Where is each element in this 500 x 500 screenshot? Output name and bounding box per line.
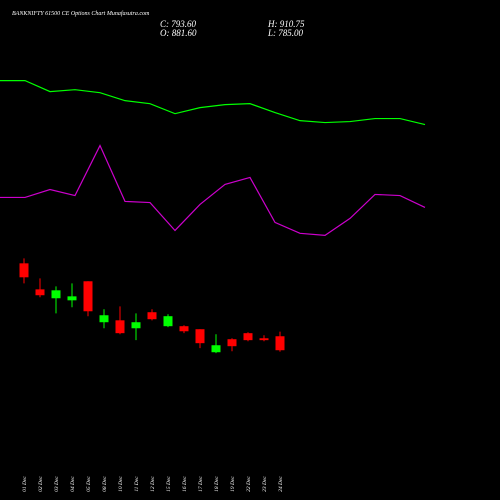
- open-info: O: 881.60: [160, 28, 197, 38]
- x-tick-label: 15 Dec: [166, 476, 172, 492]
- candle-body: [227, 339, 237, 347]
- low-info: L: 785.00: [267, 28, 304, 38]
- candle-body: [19, 263, 29, 278]
- x-tick-label: 01 Dec: [22, 476, 28, 492]
- candle-body: [243, 333, 253, 341]
- candle-body: [147, 312, 157, 320]
- candle-body: [275, 336, 285, 351]
- close-info: C: 793.60: [160, 19, 197, 29]
- candle-body: [35, 289, 45, 296]
- x-tick-label: 23 Dec: [262, 476, 268, 492]
- candle-body: [115, 320, 125, 334]
- candle-body: [67, 296, 77, 301]
- x-tick-label: 17 Dec: [198, 476, 204, 492]
- chart-title: BANKNIFTY 61500 CE Options Chart Munafas…: [12, 10, 150, 17]
- x-tick-label: 08 Dec: [102, 476, 108, 492]
- candle-body: [99, 315, 109, 323]
- candle-body: [195, 329, 205, 344]
- x-tick-label: 12 Dec: [150, 476, 156, 492]
- high-info: H: 910.75: [267, 19, 305, 29]
- candle-body: [131, 322, 141, 329]
- x-tick-label: 19 Dec: [230, 476, 236, 492]
- candle-body: [259, 338, 269, 341]
- x-tick-label: 04 Dec: [69, 476, 76, 492]
- candle-body: [83, 281, 93, 312]
- candle-body: [163, 316, 173, 327]
- indicator-line: [0, 144, 426, 237]
- candle-body: [179, 326, 189, 332]
- candle-body: [211, 345, 221, 353]
- x-tick-label: 11 Dec: [134, 476, 140, 492]
- x-tick-label: 02 Dec: [38, 476, 44, 492]
- x-tick-label: 16 Dec: [182, 476, 188, 492]
- x-tick-label: 05 Dec: [86, 476, 92, 492]
- x-tick-label: 22 Dec: [246, 476, 252, 492]
- x-tick-label: 03 Dec: [54, 476, 60, 492]
- x-tick-label: 10 Dec: [118, 476, 124, 492]
- indicator-line: [0, 80, 426, 126]
- x-tick-label: 24 Dec: [277, 476, 284, 492]
- x-tick-label: 18 Dec: [214, 476, 220, 492]
- candle-body: [51, 290, 61, 299]
